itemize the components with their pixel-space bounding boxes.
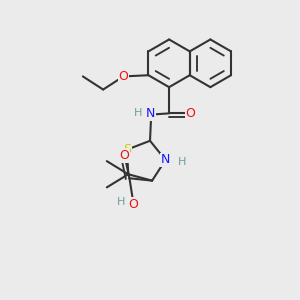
Text: O: O: [128, 198, 138, 211]
Text: H: H: [134, 108, 142, 118]
Text: O: O: [118, 70, 128, 83]
Text: S: S: [123, 143, 131, 156]
Text: O: O: [120, 149, 130, 162]
Text: H: H: [117, 197, 125, 207]
Text: N: N: [161, 154, 170, 166]
Text: H: H: [178, 157, 186, 167]
Text: N: N: [146, 107, 156, 120]
Text: O: O: [186, 107, 196, 120]
